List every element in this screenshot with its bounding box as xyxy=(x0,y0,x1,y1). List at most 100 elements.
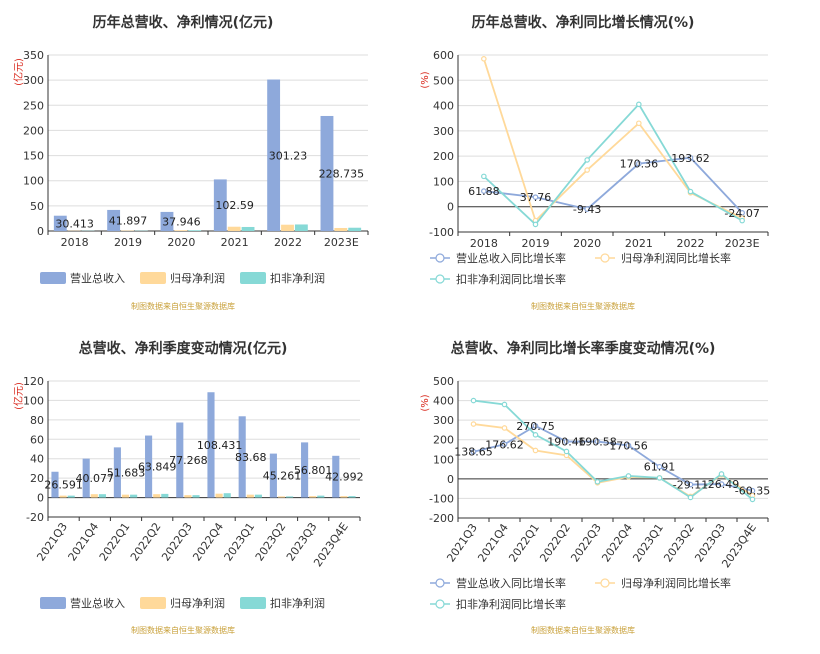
data-label: 190.46 xyxy=(547,436,586,449)
point-deducted_profit xyxy=(656,475,663,481)
data-label: -24.07 xyxy=(724,207,759,220)
data-label: -9.43 xyxy=(573,203,601,216)
legend-marker-net_profit xyxy=(600,578,610,588)
chart-title: 历年总营收、净利同比增长情况(%) xyxy=(472,14,695,31)
chart-title: 总营收、净利同比增长率季度变动情况(%) xyxy=(451,340,716,357)
legend-label: 归母净利润 xyxy=(170,271,225,285)
data-label: -60.35 xyxy=(735,485,770,498)
series-line-revenue xyxy=(483,156,743,214)
bar-revenue xyxy=(301,442,309,498)
bar-net_profit xyxy=(90,494,98,498)
y-tick-label: 200 xyxy=(433,150,454,163)
y-tick-label: 150 xyxy=(23,150,44,163)
legend-label: 归母净利润 xyxy=(170,596,225,610)
x-tick-label: 2021Q4 xyxy=(475,521,511,564)
bar-revenue xyxy=(176,422,184,498)
legend-marker-net_profit xyxy=(600,253,610,263)
data-label: 61.88 xyxy=(468,185,500,198)
point-revenue xyxy=(470,448,477,455)
x-tick-label: 2019 xyxy=(522,237,550,250)
data-label: 30.413 xyxy=(55,217,94,230)
data-label: 270.75 xyxy=(516,420,555,433)
y-tick-label: 100 xyxy=(433,175,454,188)
bar-revenue xyxy=(332,455,340,498)
bar-deducted_profit xyxy=(188,230,202,231)
x-tick-label: 2021Q4 xyxy=(66,520,102,563)
bar-deducted_profit xyxy=(241,226,255,231)
legend-marker-revenue xyxy=(435,253,445,263)
bar-net_profit xyxy=(59,495,67,498)
y-unit-label: (亿元) xyxy=(12,58,25,86)
bar-net_profit xyxy=(215,493,223,498)
point-deducted_profit xyxy=(739,217,745,224)
data-label: 37.76 xyxy=(520,191,552,204)
bar-net_profit xyxy=(340,496,348,498)
data-label: -29.11 xyxy=(673,479,708,492)
point-revenue xyxy=(532,194,539,200)
point-deducted_profit xyxy=(749,496,756,503)
point-deducted_profit xyxy=(687,494,694,501)
x-tick-label: 2020 xyxy=(167,236,195,249)
bar-revenue xyxy=(238,416,246,498)
legend-label: 扣非净利润 xyxy=(270,596,325,610)
data-label: 228.735 xyxy=(319,167,365,180)
bar-net_profit xyxy=(227,226,241,231)
x-tick-label: 2021Q3 xyxy=(34,520,70,563)
point-deducted_profit xyxy=(470,397,477,404)
annual-revenue-profit-chart: 历年总营收、净利情况(亿元) (亿元) 0 50 100 150 200 250 300 350 2… xyxy=(12,14,369,311)
y-tick-label: 100 xyxy=(433,453,454,466)
data-label: 63.849 xyxy=(138,461,177,474)
y-tick-label: 350 xyxy=(23,49,44,62)
x-tick-label: 2022Q1 xyxy=(97,520,133,563)
bar-deducted_profit xyxy=(161,493,169,498)
point-revenue xyxy=(687,154,694,161)
quarterly-revenue-profit-chart: 总营收、净利季度变动情况(亿元) (亿元) -20 0 20 40 60 80 100 120 20… xyxy=(12,340,364,635)
bar-revenue xyxy=(267,79,281,231)
legend-swatch-revenue xyxy=(40,597,66,609)
y-tick-label: 300 xyxy=(433,125,454,138)
bar-net_profit xyxy=(334,227,348,231)
point-deducted_profit xyxy=(584,157,590,163)
legend-swatch-deducted_profit xyxy=(240,597,266,609)
bar-net_profit xyxy=(153,494,161,498)
data-label: 61.91 xyxy=(644,461,676,474)
y-tick-label: 100 xyxy=(23,175,44,188)
y-tick-label: 0 xyxy=(447,201,454,214)
legend-label: 营业总收入 xyxy=(70,271,125,285)
x-tick-label: 2021Q3 xyxy=(444,521,480,564)
x-tick-label: 2023Q1 xyxy=(630,521,666,564)
data-label: 37.946 xyxy=(162,215,201,228)
legend-label: 营业总收入同比增长率 xyxy=(456,251,566,265)
point-revenue xyxy=(625,442,632,449)
annual-growth-chart: 历年总营收、净利同比增长情况(%) (%) -100 0 100 200 300 400 500… xyxy=(420,14,769,311)
bar-revenue xyxy=(320,115,334,231)
y-tick-label: 500 xyxy=(433,375,454,388)
legend-swatch-deducted_profit xyxy=(240,272,266,284)
point-net_profit xyxy=(470,421,477,427)
y-tick-label: -100 xyxy=(429,492,454,505)
data-label: 301.23 xyxy=(269,149,308,162)
point-revenue xyxy=(501,441,508,448)
bar-net_profit xyxy=(277,496,286,498)
x-tick-label: 2022Q3 xyxy=(568,521,604,564)
point-revenue xyxy=(594,438,601,445)
legend-swatch-revenue xyxy=(40,272,66,284)
point-deducted_profit xyxy=(594,478,601,485)
y-tick-label: 200 xyxy=(433,434,454,447)
y-tick-label: 50 xyxy=(30,200,44,213)
x-tick-label: 2022Q4 xyxy=(190,520,226,563)
data-label: 193.62 xyxy=(671,152,710,165)
series-line-deducted_profit xyxy=(483,102,743,226)
y-tick-label: -100 xyxy=(429,226,454,239)
y-tick-label: 20 xyxy=(30,472,44,485)
x-tick-label: 2022Q2 xyxy=(128,520,164,563)
point-deducted_profit xyxy=(636,101,642,108)
bar-deducted_profit xyxy=(348,496,356,498)
x-tick-label: 2022Q2 xyxy=(537,521,573,564)
data-label: 51.683 xyxy=(107,466,146,479)
x-tick-label: 2018 xyxy=(470,237,498,250)
bar-revenue xyxy=(269,453,277,498)
data-label: 108.431 xyxy=(197,439,243,452)
bar-deducted_profit xyxy=(348,227,362,231)
